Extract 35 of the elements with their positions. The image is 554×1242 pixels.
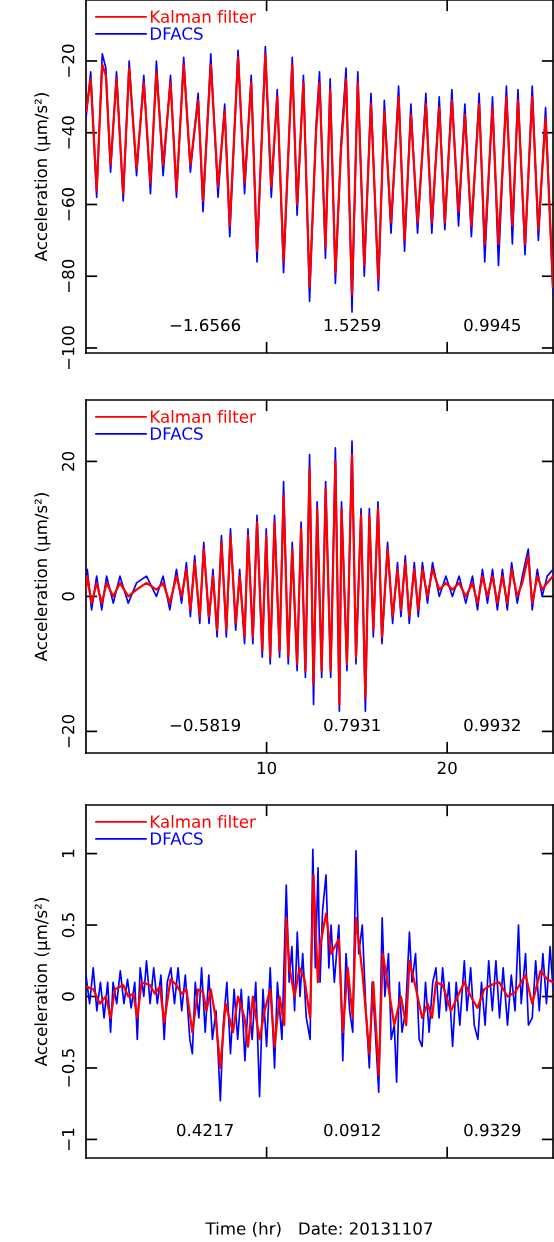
y-tick-label: −80 [61,259,75,293]
annotation: 0.9945 [464,318,520,332]
y-tick-label: −1 [62,1128,75,1150]
x-axis-title: Time (hr) Date: 20131107 [205,1221,433,1237]
y-axis-title: Acceleration (μm/s²) [34,93,51,262]
annotation: 0.7931 [324,718,380,732]
annotation: 0.9932 [464,718,520,732]
y-tick-label: 0 [61,992,75,1001]
legend-label: Kalman filter [150,815,256,828]
y-tick-label: 20 [61,451,75,471]
y-tick-label: 0.5 [61,913,75,938]
annotation: 1.5259 [324,318,381,332]
annotation: 0.9329 [464,1123,521,1137]
annotation: 0.0912 [324,1123,380,1137]
annotation: 0.4217 [177,1123,233,1137]
y-axis-title: Acceleration (μm/s²) [34,898,51,1067]
y-tick-label: −0.5 [61,1049,75,1087]
legend-label: DFACS [150,832,203,845]
line-series [86,873,553,1077]
y-tick-label: 0 [61,592,75,601]
y-tick-label: −60 [61,188,75,221]
legend-label: DFACS [150,427,203,440]
legend-label: DFACS [150,27,203,40]
y-tick-label: −20 [61,714,75,748]
legend-label: Kalman filter [150,10,256,23]
y-tick-label: −20 [61,44,75,77]
annotation: −1.6566 [170,318,241,332]
y-tick-label: 1 [62,849,75,858]
y-tick-label: −40 [61,116,75,149]
legend-label: Kalman filter [150,410,256,423]
x-tick-label: 10 [257,761,277,775]
line-series [86,848,553,1102]
annotation: −0.5819 [170,718,241,732]
y-axis-title: Acceleration (μm/s²) [34,493,51,662]
y-tick-label: −100 [61,326,75,370]
